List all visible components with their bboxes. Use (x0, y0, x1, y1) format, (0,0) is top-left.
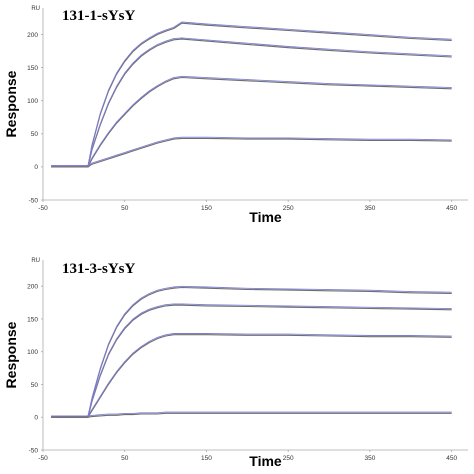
y-axis-title: Response (3, 321, 19, 388)
x-tick-label: 150 (201, 455, 212, 462)
measured-line-4 (51, 411, 452, 417)
x-tick-label: 50 (121, 205, 129, 212)
y-tick-label: 0 (34, 415, 38, 422)
measured-line-1 (51, 285, 452, 417)
fit-line-2 (51, 304, 452, 418)
measured-line-1 (51, 21, 452, 167)
fit-line-3 (51, 334, 452, 418)
x-tick-label: 250 (283, 205, 294, 212)
y-unit-label: RU (31, 258, 40, 264)
y-tick-label: 200 (27, 32, 38, 39)
x-tick-label: 450 (446, 455, 457, 462)
y-tick-label: 150 (27, 65, 38, 72)
x-tick-label: 150 (201, 205, 212, 212)
fit-line-4 (51, 137, 452, 168)
chart-title: 131-1-sYsY (62, 8, 135, 24)
y-tick-label: 150 (27, 316, 38, 323)
x-tick-label: -50 (38, 205, 48, 212)
measured-line-3 (51, 75, 452, 167)
y-tick-label: -50 (29, 197, 39, 204)
y-unit-label: RU (31, 6, 40, 12)
x-axis-title: Time (249, 453, 282, 469)
fit-line-3 (51, 76, 452, 168)
measured-line-2 (51, 37, 452, 167)
y-axis-title: Response (3, 70, 19, 137)
y-tick-label: 100 (27, 349, 38, 356)
y-tick-label: 50 (31, 131, 39, 138)
measured-line-2 (51, 303, 452, 417)
y-tick-label: -50 (29, 447, 39, 454)
y-tick-label: 50 (31, 382, 39, 389)
fit-line-2 (51, 38, 452, 168)
y-tick-label: 200 (27, 284, 38, 291)
x-axis-title: Time (249, 209, 282, 225)
chart-title: 131-3-sYsY (62, 261, 135, 277)
fit-line-4 (51, 412, 452, 418)
x-tick-label: 350 (364, 455, 375, 462)
x-tick-label: 450 (446, 205, 457, 212)
measured-line-3 (51, 333, 452, 417)
x-tick-label: 250 (283, 455, 294, 462)
y-tick-label: 100 (27, 98, 38, 105)
chart-panel-2: RU -50 0 50 100 150 200 -50 50 150 250 350 450 131-3-… (3, 258, 468, 469)
x-tick-label: 50 (121, 455, 129, 462)
x-tick-label: -50 (38, 455, 48, 462)
chart-panel-1: RU -50 0 50 100 150 200 -50 50 150 250 350 450 131-1-… (3, 6, 468, 225)
y-tick-label: 0 (34, 164, 38, 171)
measured-line-4 (51, 136, 452, 167)
x-tick-label: 350 (364, 205, 375, 212)
